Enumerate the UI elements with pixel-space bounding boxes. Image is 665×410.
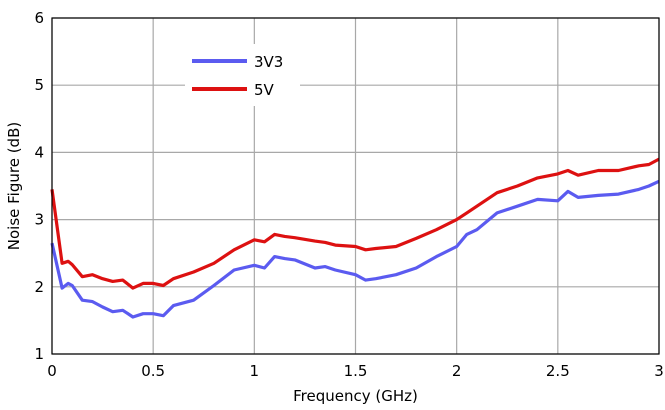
series-line-3v3: [50, 179, 660, 319]
x-tick-label: 3: [654, 362, 664, 380]
x-tick-label: 1: [250, 362, 260, 380]
legend-label-3v3: 3V3: [254, 53, 283, 71]
legend-box: [185, 44, 300, 106]
grid: [51, 17, 660, 355]
x-tick-label: 0.5: [141, 362, 165, 380]
legend-label-5v: 5V: [254, 81, 275, 99]
y-tick-label: 5: [34, 76, 44, 94]
y-tick-label: 4: [34, 143, 44, 161]
x-axis-title: Frequency (GHz): [293, 387, 418, 405]
y-tick-label: 2: [34, 278, 44, 296]
y-axis-title: Noise Figure (dB): [5, 122, 23, 250]
y-tick-label: 6: [34, 9, 44, 27]
x-tick-label: 2.5: [546, 362, 570, 380]
y-tick-label: 3: [34, 211, 44, 229]
y-axis-ticks: 1 2 3 4 5 6: [34, 9, 44, 363]
x-tick-label: 2: [452, 362, 462, 380]
y-tick-label: 1: [34, 345, 44, 363]
plot-frame: [51, 17, 660, 355]
x-axis-ticks: 0 0.5 1 1.5 2 2.5 3: [47, 362, 664, 380]
series-layer: [50, 157, 660, 319]
x-tick-label: 0: [47, 362, 57, 380]
x-tick-label: 1.5: [344, 362, 368, 380]
legend: 3V3 5V: [185, 44, 300, 106]
series-line-5v: [50, 157, 660, 290]
